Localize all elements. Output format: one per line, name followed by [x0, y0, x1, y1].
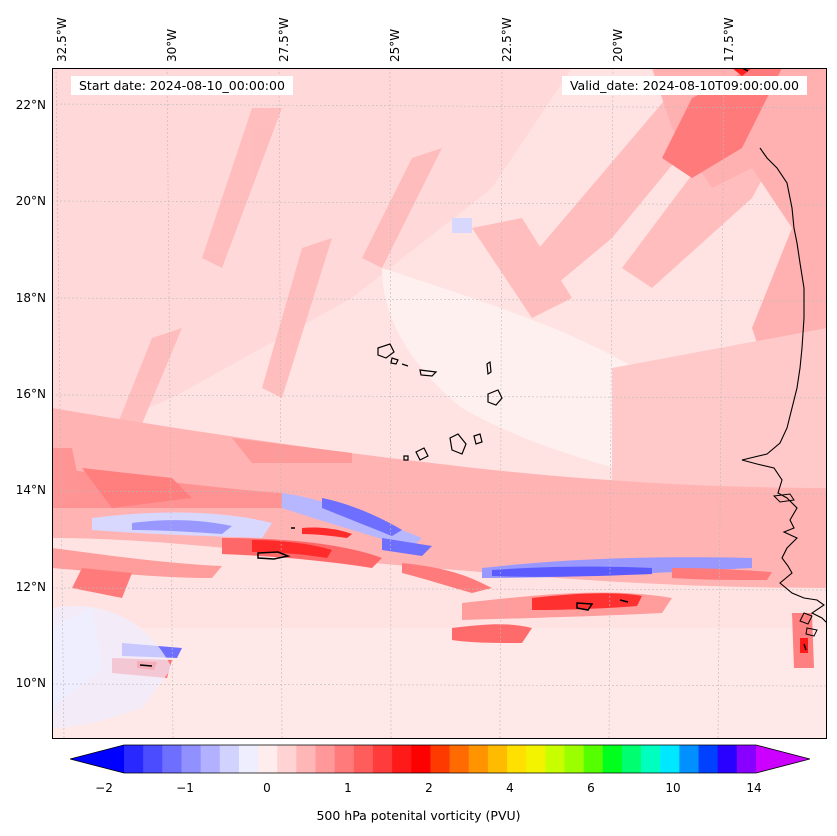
colorbar-cell: [526, 745, 546, 773]
colorbar-cell: [219, 745, 240, 773]
colorbar-cell: [296, 745, 316, 773]
colorbar-cell: [372, 745, 393, 773]
colorbar-cell: [315, 745, 336, 773]
light-region-south: [52, 628, 827, 739]
map-frame: [52, 68, 827, 739]
coastal-band: [662, 68, 782, 178]
colorbar-cell: [238, 745, 259, 773]
colorbar-cell: [181, 745, 201, 773]
lon-label-27-5w: 27.5°W: [277, 17, 291, 62]
valid-date-label: Valid_date: 2024-08-10T09:00:00.00: [561, 76, 807, 95]
lat-label-16n: 16°N: [15, 387, 46, 401]
colorbar-cell: [411, 745, 431, 773]
lon-label-32-5w: 32.5°W: [55, 17, 69, 62]
pv-contour-map: [52, 68, 827, 739]
colorbar-cell: [353, 745, 374, 773]
gambia-river: [772, 493, 795, 503]
colorbar-cell: [641, 745, 661, 773]
colorbar-cell: [430, 745, 450, 773]
lon-label-30w: 30°W: [165, 28, 179, 62]
colorbar-cell: [602, 745, 623, 773]
colorbar-cell: [124, 745, 144, 773]
negative-pv-streaks: [52, 218, 752, 708]
cb-tick-neg2: −2: [95, 781, 113, 795]
african-coastline: [741, 147, 827, 624]
colorbar-cell: [258, 745, 278, 773]
lat-label-10n: 10°N: [15, 676, 46, 690]
lat-label-18n: 18°N: [15, 291, 46, 305]
start-date-label: Start date: 2024-08-10_00:00:00: [71, 76, 293, 95]
lat-label-22n: 22°N: [15, 98, 46, 112]
cb-tick-0: 0: [263, 781, 271, 795]
colorbar-cell: [660, 745, 680, 773]
colorbar-cell: [736, 745, 757, 773]
colorbar-outline: [70, 744, 810, 774]
cb-tick-14: 14: [746, 781, 762, 795]
colorbar-cell: [277, 745, 297, 773]
cb-tick-4: 4: [506, 781, 514, 795]
colorbar-cell: [162, 745, 182, 773]
colorbar-cell: [449, 745, 470, 773]
graticule: [52, 68, 827, 739]
lat-label-14n: 14°N: [15, 483, 46, 497]
lon-label-17-5w: 17.5°W: [722, 17, 736, 62]
colorbar-extend-min: [70, 745, 124, 773]
colorbar-cell: [334, 745, 355, 773]
cb-tick-1: 1: [344, 781, 352, 795]
cb-tick-2: 2: [425, 781, 433, 795]
cb-tick-neg1: −1: [176, 781, 194, 795]
lon-label-25w: 25°W: [388, 28, 402, 62]
colorbar-cell: [200, 745, 221, 773]
colorbar-cell: [487, 745, 508, 773]
colorbar-cell: [392, 745, 412, 773]
colorbar-label: 500 hPa potenital vorticity (PVU): [316, 808, 521, 823]
colorbar-cell: [468, 745, 489, 773]
colorbar-cell: [507, 745, 527, 773]
colorbar: [70, 744, 810, 774]
lon-label-20w: 20°W: [611, 28, 625, 62]
south-light-blue: [52, 606, 172, 728]
colorbar-cell: [583, 745, 604, 773]
lat-label-20n: 20°N: [15, 194, 46, 208]
cb-tick-10: 10: [665, 781, 681, 795]
lat-label-12n: 12°N: [15, 580, 46, 594]
colorbar-cell: [621, 745, 642, 773]
colorbar-extend-max: [756, 745, 810, 773]
colorbar-cell: [564, 745, 585, 773]
colorbar-cell: [143, 745, 163, 773]
zonal-band-west: [82, 468, 192, 508]
bijagos-islands: [799, 612, 813, 625]
colorbar-cells: [70, 745, 810, 773]
zonal-band-mid: [232, 438, 352, 463]
colorbar-cell: [717, 745, 738, 773]
colorbar-cell: [545, 745, 565, 773]
colorbar-cell: [698, 745, 719, 773]
colorbar-cell: [679, 745, 699, 773]
cb-tick-6: 6: [587, 781, 595, 795]
lon-label-22-5w: 22.5°W: [500, 17, 514, 62]
cape-verde-islands: [377, 343, 503, 461]
